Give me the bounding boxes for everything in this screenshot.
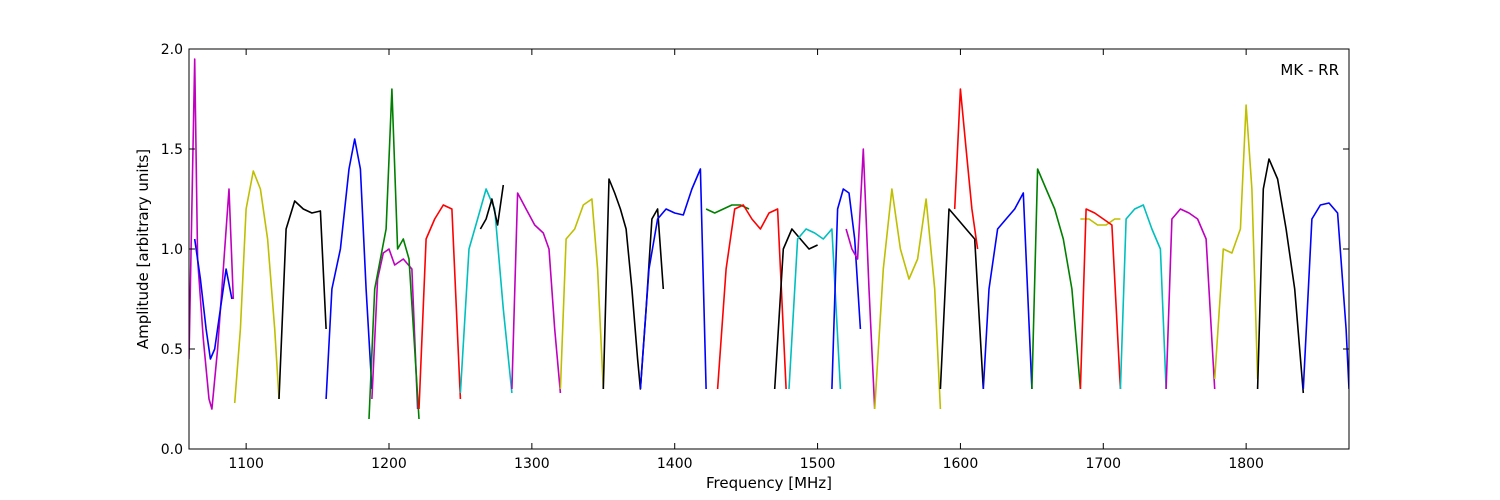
x-tick-label-1: 1200 xyxy=(371,456,407,472)
legend-annotation: MK - RR xyxy=(1280,61,1339,79)
series-line-26 xyxy=(1079,208,1122,390)
y-tick-label-0: 0.0 xyxy=(161,442,183,458)
series-line-16 xyxy=(773,228,818,390)
x-tick-label-2: 1300 xyxy=(514,456,550,472)
series-line-3 xyxy=(278,200,327,400)
axis-ticks: 1100 1200 1300 1400 1500 1600 1700 1800 0.0 0.5 1.… xyxy=(161,42,1349,472)
series-line-17 xyxy=(788,228,842,390)
series-line-5 xyxy=(371,248,419,410)
y-tick-label-1: 0.5 xyxy=(161,342,183,358)
series-line-18 xyxy=(831,188,862,390)
series-line-7 xyxy=(418,204,462,410)
x-tick-label-7: 1800 xyxy=(1228,456,1264,472)
series-line-8 xyxy=(459,188,513,394)
axes-frame xyxy=(188,48,1350,450)
series-line-9 xyxy=(479,184,505,230)
series-line-2 xyxy=(233,170,280,404)
x-tick-label-6: 1700 xyxy=(1085,456,1121,472)
series-line-10 xyxy=(511,192,562,394)
series-line-31 xyxy=(1302,202,1349,390)
series-line-20 xyxy=(873,188,942,410)
y-tick-label-3: 1.5 xyxy=(161,142,183,158)
series-line-1 xyxy=(193,238,233,360)
y-axis-label: Amplitude [arbitrary units] xyxy=(134,149,152,349)
y-tick-label-2: 1.0 xyxy=(161,242,183,258)
series-line-15 xyxy=(716,204,787,390)
x-axis-label: Frequency [MHz] xyxy=(706,474,832,492)
series-line-0 xyxy=(189,58,235,410)
series-line-29 xyxy=(1213,104,1259,380)
series-line-24 xyxy=(1031,168,1082,390)
series-line-27 xyxy=(1119,204,1167,390)
series-line-11 xyxy=(559,198,605,390)
series-line-6 xyxy=(368,88,420,420)
series-line-25 xyxy=(1080,218,1121,226)
x-tick-label-0: 1100 xyxy=(228,456,264,472)
series-line-19 xyxy=(845,148,876,410)
series-line-13 xyxy=(639,168,707,390)
series-line-28 xyxy=(1165,208,1216,390)
series-line-12 xyxy=(602,178,665,390)
series-line-21 xyxy=(939,208,985,390)
series-line-4 xyxy=(325,138,373,400)
series-line-23 xyxy=(982,192,1033,390)
x-tick-label-3: 1400 xyxy=(657,456,693,472)
series-line-22 xyxy=(953,88,979,250)
series-line-30 xyxy=(1256,158,1305,394)
x-tick-label-5: 1600 xyxy=(943,456,979,472)
x-tick-label-4: 1500 xyxy=(800,456,836,472)
plot-area xyxy=(189,58,1349,420)
y-tick-label-4: 2.0 xyxy=(161,42,183,58)
